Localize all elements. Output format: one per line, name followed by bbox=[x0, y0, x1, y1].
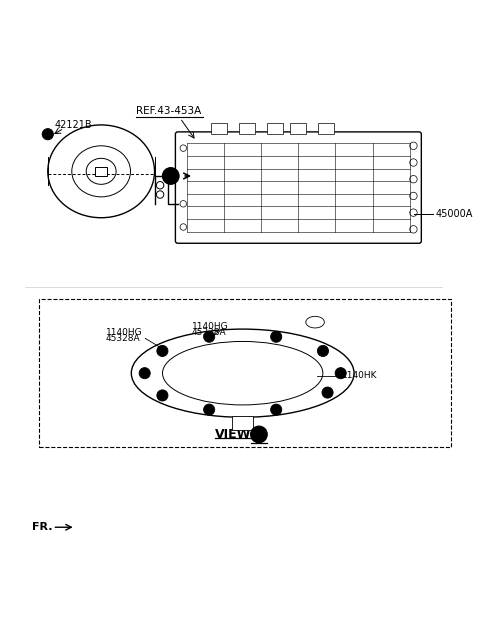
Circle shape bbox=[159, 392, 166, 399]
Circle shape bbox=[157, 390, 168, 401]
FancyBboxPatch shape bbox=[318, 123, 334, 134]
Circle shape bbox=[337, 370, 344, 377]
Text: 45000A: 45000A bbox=[435, 210, 473, 220]
Circle shape bbox=[273, 406, 279, 413]
Circle shape bbox=[139, 368, 150, 378]
Circle shape bbox=[157, 345, 168, 356]
Circle shape bbox=[271, 404, 282, 415]
Circle shape bbox=[251, 426, 267, 443]
Circle shape bbox=[204, 404, 215, 415]
FancyBboxPatch shape bbox=[239, 123, 255, 134]
FancyBboxPatch shape bbox=[290, 123, 306, 134]
Text: 45328A: 45328A bbox=[106, 334, 141, 343]
Circle shape bbox=[317, 345, 328, 356]
Circle shape bbox=[142, 370, 148, 377]
Text: 1140HG: 1140HG bbox=[192, 323, 228, 331]
Circle shape bbox=[335, 368, 346, 378]
Circle shape bbox=[204, 331, 215, 342]
Text: 42121B: 42121B bbox=[55, 120, 92, 130]
FancyBboxPatch shape bbox=[96, 167, 107, 175]
Circle shape bbox=[45, 131, 51, 137]
FancyBboxPatch shape bbox=[175, 132, 421, 243]
Circle shape bbox=[42, 129, 53, 140]
Text: 45328A: 45328A bbox=[192, 328, 226, 337]
Circle shape bbox=[273, 333, 279, 340]
FancyBboxPatch shape bbox=[38, 299, 452, 448]
Circle shape bbox=[159, 348, 166, 354]
Circle shape bbox=[206, 406, 213, 413]
Text: REF.43-453A: REF.43-453A bbox=[136, 106, 201, 116]
Text: VIEW: VIEW bbox=[215, 428, 251, 441]
FancyBboxPatch shape bbox=[211, 123, 228, 134]
Circle shape bbox=[206, 333, 213, 340]
Circle shape bbox=[271, 331, 282, 342]
Circle shape bbox=[320, 348, 326, 354]
Text: A: A bbox=[167, 171, 175, 181]
Circle shape bbox=[322, 387, 333, 398]
FancyBboxPatch shape bbox=[267, 123, 283, 134]
Text: FR.: FR. bbox=[32, 522, 52, 532]
Text: 1140HK: 1140HK bbox=[342, 371, 378, 380]
Text: 1140HG: 1140HG bbox=[106, 328, 143, 337]
Text: A: A bbox=[255, 429, 263, 439]
FancyBboxPatch shape bbox=[232, 416, 253, 431]
Circle shape bbox=[324, 389, 331, 396]
Circle shape bbox=[162, 168, 179, 184]
